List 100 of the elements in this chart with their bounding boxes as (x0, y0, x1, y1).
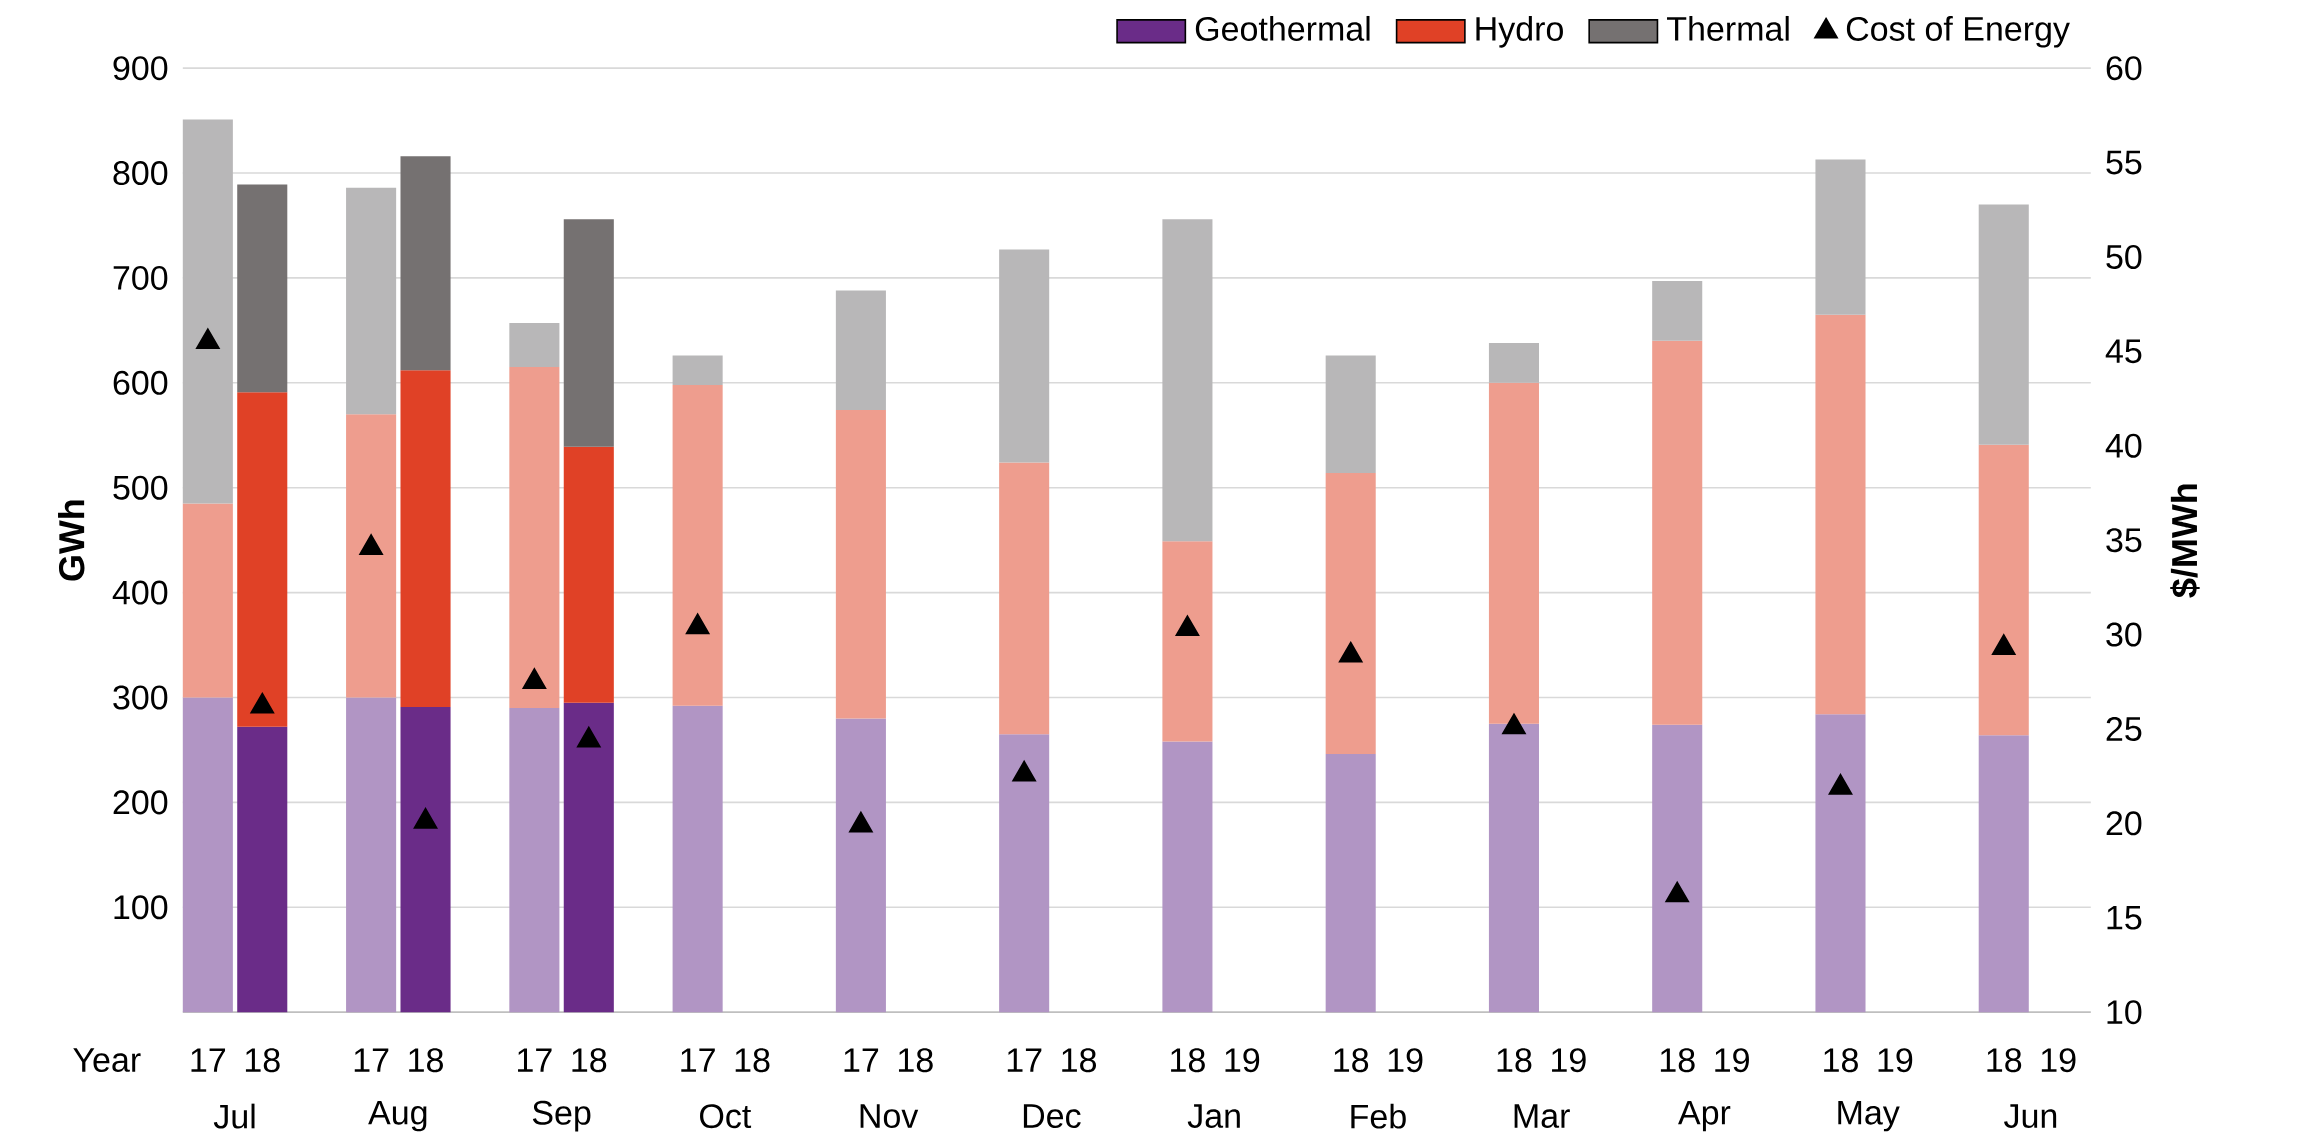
bar (672, 355, 723, 385)
point (849, 811, 873, 833)
x-tick-label: 17 (681, 1048, 715, 1072)
point (1338, 641, 1363, 663)
bar (835, 290, 886, 411)
y-tick-label: 600 (113, 370, 168, 395)
x-tick-label: 17 (1007, 1048, 1042, 1072)
text: May (1838, 1100, 1900, 1132)
point (1665, 881, 1690, 903)
bar (509, 323, 560, 368)
x-tick-label: 17 (844, 1048, 879, 1072)
y2-tick-label: 50 (2106, 244, 2142, 270)
x-tick-label: 18 (1987, 1048, 2022, 1073)
y2-tick-label: 35 (2106, 528, 2142, 553)
bar (346, 697, 397, 1013)
text: Feb (1351, 1103, 1406, 1129)
bar (999, 249, 1050, 463)
y2-tick-label: 45 (2105, 339, 2142, 364)
x-tick-label: 18 (1497, 1048, 1532, 1073)
y-tick-label: 500 (113, 475, 168, 500)
bar (999, 734, 1050, 1013)
x-axis-title: Year (73, 1048, 141, 1073)
bar (1325, 754, 1376, 1013)
x-tick-label: 17 (518, 1048, 552, 1072)
bar (346, 414, 397, 698)
text: Oct (700, 1104, 752, 1129)
bar (835, 410, 886, 719)
point (522, 668, 547, 690)
y-tick-label: 900 (113, 56, 168, 81)
x-tick-label: 19 (1552, 1048, 1586, 1073)
x-tick-label: 18 (572, 1048, 607, 1073)
legend-label: Thermal (1667, 16, 1789, 41)
bar (182, 119, 233, 504)
bar (182, 503, 233, 698)
x-tick-label: 17 (354, 1048, 389, 1072)
x-tick-label: 18 (1824, 1048, 1858, 1073)
bar (672, 384, 723, 706)
text: Jan (1187, 1104, 1240, 1129)
x-tick-label: 18 (898, 1048, 933, 1073)
text: Dec (1023, 1104, 1081, 1129)
bar (1325, 473, 1376, 755)
legend-label: Geothermal (1195, 16, 1370, 41)
y-tick-label: 300 (113, 685, 168, 710)
bar (1815, 714, 1866, 1013)
y2-tick-label: 60 (2106, 56, 2142, 81)
y-tick-label: 200 (113, 790, 168, 815)
legend-label: Cost of Energy (1846, 16, 2070, 48)
y-axis-title: GWh (58, 500, 85, 581)
y-tick-label: 100 (114, 895, 168, 920)
point (359, 534, 383, 555)
x-tick-label: 18 (735, 1048, 770, 1073)
point (1828, 773, 1853, 795)
bar (1978, 444, 2029, 736)
y2-axis-title: $/MWh (2170, 484, 2200, 598)
bar (1815, 314, 1866, 715)
bar (1815, 159, 1866, 315)
bar (1652, 281, 1703, 341)
bar (509, 367, 560, 709)
bar (1652, 340, 1703, 725)
text: Sep (532, 1100, 591, 1132)
text: Apr (1678, 1100, 1731, 1132)
bar (672, 705, 723, 1013)
y2-tick-label: 55 (2106, 150, 2142, 175)
point (1175, 615, 1200, 637)
bar (1162, 219, 1213, 542)
x-tick-label: 19 (1225, 1048, 1260, 1073)
y2-tick-label: 10 (2107, 1000, 2142, 1025)
bar (835, 718, 886, 1013)
y2-tick-label: 20 (2106, 811, 2142, 836)
y2-tick-label: 15 (2107, 905, 2142, 930)
bar (999, 462, 1050, 735)
bar (1488, 723, 1539, 1013)
point (1012, 760, 1037, 782)
x-tick-label: 17 (191, 1048, 226, 1072)
bar (346, 187, 397, 415)
bar (1488, 382, 1539, 724)
point (1991, 634, 2016, 656)
bar (1978, 204, 2029, 445)
text: Jul (213, 1103, 255, 1129)
x-tick-label: 19 (1715, 1048, 1749, 1073)
y2-tick-label: 30 (2106, 622, 2142, 647)
bar (509, 708, 560, 1013)
bar (1978, 735, 2029, 1013)
x-tick-label: 19 (1878, 1048, 1913, 1073)
bar (182, 697, 233, 1013)
legend-label: Hydro (1476, 16, 1563, 48)
text: Nov (860, 1104, 919, 1129)
text: Jun (2004, 1104, 2057, 1129)
bar (1652, 724, 1703, 1013)
bar (1488, 343, 1539, 383)
x-tick-label: 18 (1334, 1048, 1369, 1073)
y2-tick-label: 25 (2106, 717, 2142, 742)
x-tick-label: 18 (1660, 1048, 1695, 1073)
x-tick-label: 18 (409, 1048, 443, 1073)
y-tick-label: 400 (112, 580, 168, 605)
bar (1325, 355, 1376, 474)
bar (1162, 541, 1213, 742)
y-tick-label: 800 (113, 161, 168, 186)
x-tick-label: 19 (1388, 1048, 1423, 1073)
y2-tick-label: 40 (2105, 433, 2142, 458)
